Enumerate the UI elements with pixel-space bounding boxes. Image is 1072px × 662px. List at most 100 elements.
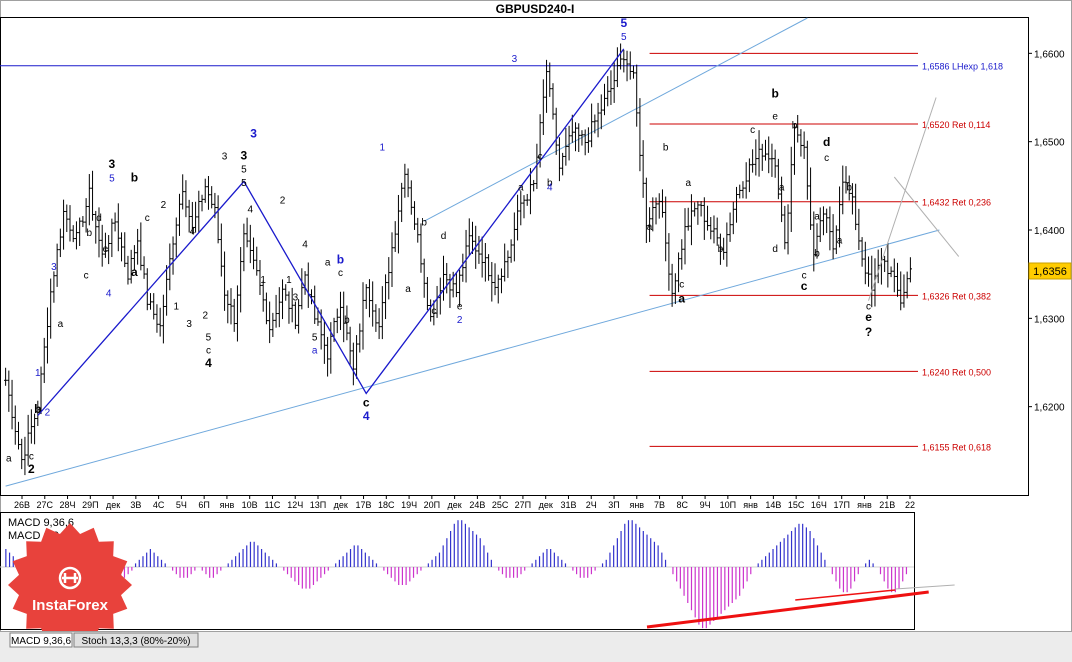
ohlc-bar xyxy=(676,252,681,293)
ohlc-bar xyxy=(509,239,513,263)
ohlc-bar xyxy=(586,127,591,153)
wave-label: a xyxy=(814,211,820,222)
ohlc-bar xyxy=(345,305,349,341)
wave-label: a xyxy=(779,182,785,193)
wave-label: b xyxy=(718,244,724,255)
ohlc-bar xyxy=(152,293,156,320)
ohlc-bar xyxy=(58,228,62,258)
ohlc-bar xyxy=(815,223,819,259)
ohlc-bar xyxy=(902,274,906,308)
wave-label: a xyxy=(6,453,12,464)
ohlc-bar xyxy=(177,193,182,236)
ohlc-bar xyxy=(528,168,533,215)
ohlc-bar xyxy=(39,366,43,415)
wave-label: 1 xyxy=(35,368,41,379)
y-tick-label: 1,6500 xyxy=(1034,138,1065,149)
ohlc-bar xyxy=(174,217,178,258)
ohlc-bar xyxy=(863,241,867,285)
ohlc-bar xyxy=(358,323,362,353)
x-tick-label: 24В xyxy=(469,500,485,510)
ohlc-bar xyxy=(786,204,790,255)
ohlc-bar xyxy=(541,79,545,136)
tab-stoch-label[interactable]: Stoch 13,3,3 (80%-20%) xyxy=(82,636,191,647)
ohlc-bar xyxy=(190,201,194,235)
x-tick-label: 7В xyxy=(654,500,665,510)
ohlc-bar xyxy=(799,129,803,157)
ohlc-bar xyxy=(641,140,645,198)
ohlc-bar xyxy=(712,215,716,244)
ohlc-bar xyxy=(751,149,755,173)
ohlc-bar xyxy=(854,183,858,231)
ohlc-bar xyxy=(107,235,111,265)
tab-macd-label[interactable]: MACD 9,36,6 xyxy=(11,636,71,647)
ohlc-bar xyxy=(535,143,539,189)
ohlc-bar xyxy=(825,208,829,234)
ohlc-bar xyxy=(329,322,333,374)
wave-label: d xyxy=(772,244,778,255)
wave-label: 1 xyxy=(380,143,386,154)
x-tick-label: янв xyxy=(857,500,872,510)
x-tick-label: 21В xyxy=(879,500,895,510)
x-tick-label: дек xyxy=(539,500,553,510)
ohlc-bar xyxy=(325,336,330,377)
wave-label: b xyxy=(337,253,344,267)
wave-label: b xyxy=(421,218,427,229)
tab-stoch[interactable]: Stoch 13,3,3 (80%-20%) xyxy=(73,632,199,648)
ohlc-bar xyxy=(773,149,777,178)
x-tick-label: 10П xyxy=(720,500,736,510)
wave-label: d xyxy=(823,135,830,149)
wave-label: c xyxy=(84,271,89,282)
wave-label: a xyxy=(647,222,653,233)
x-tick-label: 6П xyxy=(198,500,209,510)
ohlc-bar xyxy=(454,272,458,298)
x-tick-label: 26В xyxy=(14,500,30,510)
ohlc-bar xyxy=(383,274,388,320)
ohlc-bar xyxy=(831,214,835,260)
ohlc-bar xyxy=(206,176,211,210)
ohlc-bar xyxy=(393,221,397,252)
ohlc-bar xyxy=(371,281,375,327)
ohlc-bar xyxy=(348,326,352,366)
wave-label: b xyxy=(792,120,798,131)
ohlc-bar xyxy=(387,257,391,300)
ohlc-bar xyxy=(467,218,471,256)
x-tick-label: 3П xyxy=(608,500,619,510)
macd-divergence-line xyxy=(646,590,929,629)
ohlc-bar xyxy=(680,239,684,270)
ohlc-bar xyxy=(590,103,594,148)
wave-count-line xyxy=(37,48,625,416)
x-tick-label: дек xyxy=(448,500,462,510)
ohlc-bar xyxy=(718,233,723,265)
wave-label: 5 xyxy=(621,32,627,43)
wave-label: c xyxy=(866,302,871,313)
x-tick-label: 9Ч xyxy=(700,500,711,510)
ohlc-bar xyxy=(123,232,127,268)
ohlc-bar xyxy=(42,337,46,384)
ohlc-bar xyxy=(548,62,552,97)
price-plot-frame xyxy=(0,17,1029,496)
ohlc-bar xyxy=(400,182,404,223)
ohlc-bar xyxy=(445,262,449,294)
fib-level-label: 1,6326 Ret 0,382 xyxy=(922,291,991,301)
ohlc-bar xyxy=(264,292,269,325)
ohlc-bar xyxy=(103,232,108,258)
ohlc-bar xyxy=(525,193,529,206)
ohlc-bar xyxy=(23,436,27,476)
ohlc-bar xyxy=(390,232,394,288)
ohlc-bar xyxy=(16,421,21,450)
ohlc-bar xyxy=(251,237,256,270)
ohlc-bar xyxy=(779,176,784,223)
wave-label: 3 xyxy=(109,157,116,171)
ohlc-bar xyxy=(155,304,159,333)
ohlc-bar xyxy=(335,308,339,334)
tab-macd[interactable]: MACD 9,36,6 xyxy=(9,632,73,648)
ohlc-bar xyxy=(29,409,33,444)
ohlc-bar xyxy=(412,201,417,230)
x-tick-label: 25С xyxy=(492,500,509,510)
last-price-label: 1,6356 xyxy=(1033,266,1067,278)
ohlc-bar xyxy=(512,212,516,262)
ohlc-bar xyxy=(728,212,732,242)
ohlc-bar xyxy=(477,235,481,264)
ohlc-bar xyxy=(615,47,619,88)
